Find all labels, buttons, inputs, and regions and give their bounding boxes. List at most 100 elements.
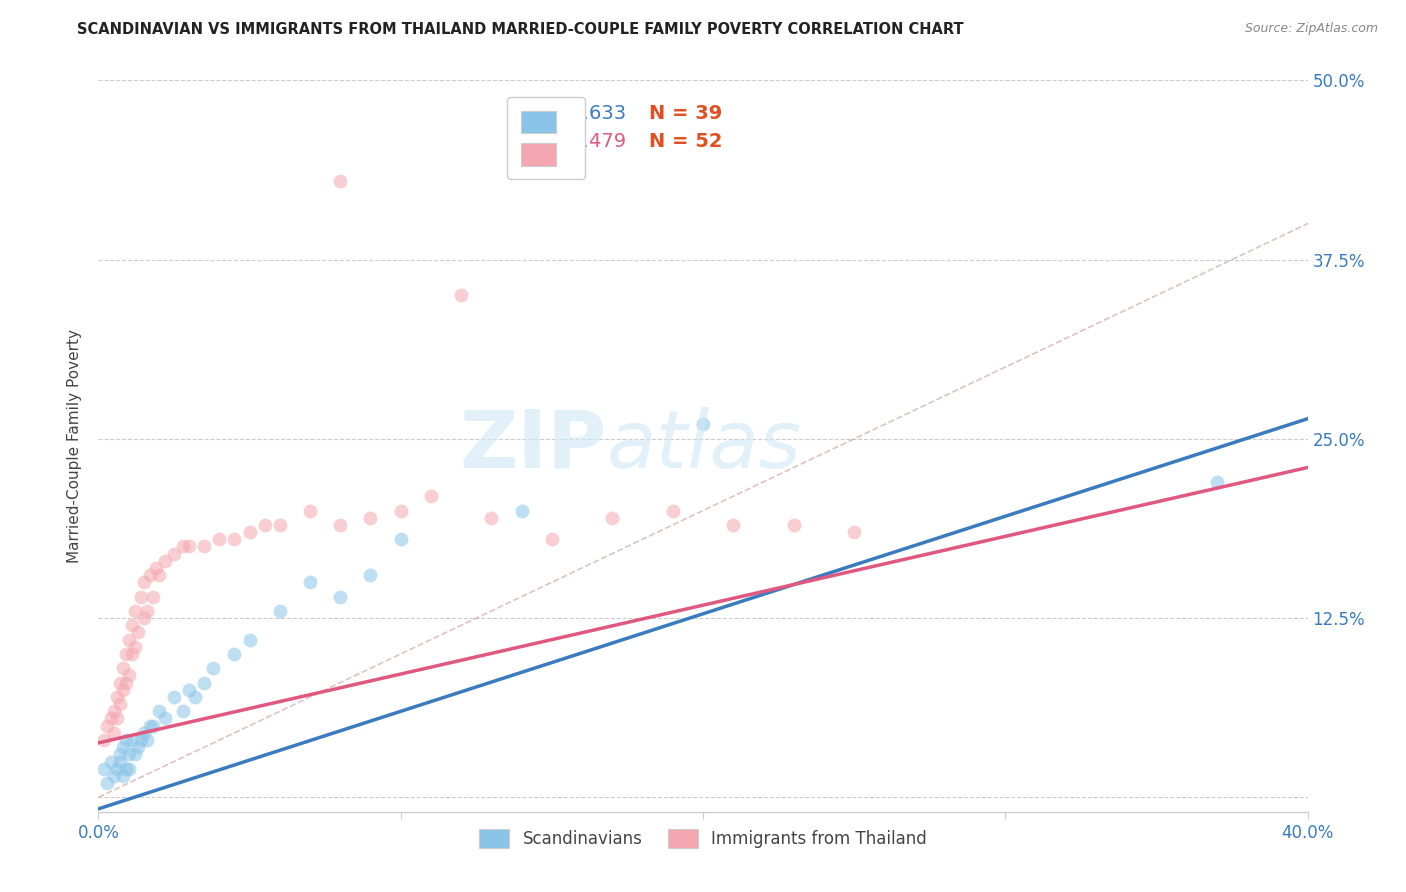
Point bbox=[100, 711, 122, 725]
Point bbox=[118, 747, 141, 762]
Point bbox=[163, 547, 186, 561]
Point bbox=[118, 668, 141, 682]
Point bbox=[96, 776, 118, 790]
Point bbox=[239, 632, 262, 647]
Point bbox=[111, 769, 134, 783]
Point bbox=[269, 517, 291, 532]
Point bbox=[329, 590, 352, 604]
Point bbox=[127, 740, 149, 755]
Point bbox=[450, 288, 472, 302]
Text: R = 0.633: R = 0.633 bbox=[527, 103, 626, 123]
Point bbox=[103, 769, 125, 783]
Point bbox=[121, 733, 143, 747]
Point bbox=[208, 533, 231, 547]
Point bbox=[100, 755, 122, 769]
Text: atlas: atlas bbox=[606, 407, 801, 485]
Text: N = 39: N = 39 bbox=[648, 103, 721, 123]
Point bbox=[124, 640, 146, 654]
Point bbox=[481, 510, 503, 524]
Point bbox=[111, 661, 134, 675]
Point bbox=[135, 733, 157, 747]
Point bbox=[105, 762, 128, 776]
Point bbox=[135, 604, 157, 618]
Point bbox=[93, 733, 115, 747]
Point bbox=[121, 618, 143, 632]
Point bbox=[723, 517, 745, 532]
Point bbox=[114, 675, 136, 690]
Point bbox=[299, 575, 322, 590]
Point bbox=[420, 489, 443, 503]
Point bbox=[193, 675, 215, 690]
Point bbox=[253, 517, 276, 532]
Point bbox=[172, 540, 194, 554]
Point bbox=[661, 503, 683, 517]
Point bbox=[108, 697, 131, 711]
Point bbox=[145, 561, 167, 575]
Point bbox=[389, 533, 412, 547]
Text: SCANDINAVIAN VS IMMIGRANTS FROM THAILAND MARRIED-COUPLE FAMILY POVERTY CORRELATI: SCANDINAVIAN VS IMMIGRANTS FROM THAILAND… bbox=[77, 22, 965, 37]
Point bbox=[269, 604, 291, 618]
Text: N = 52: N = 52 bbox=[648, 132, 723, 152]
Point bbox=[329, 517, 352, 532]
Point bbox=[224, 647, 246, 661]
Point bbox=[124, 604, 146, 618]
Point bbox=[108, 755, 131, 769]
Point bbox=[844, 524, 866, 539]
Text: ZIP: ZIP bbox=[458, 407, 606, 485]
Point bbox=[105, 690, 128, 704]
Point bbox=[299, 503, 322, 517]
Point bbox=[329, 174, 352, 188]
Legend: Scandinavians, Immigrants from Thailand: Scandinavians, Immigrants from Thailand bbox=[470, 819, 936, 858]
Point bbox=[179, 540, 201, 554]
Point bbox=[163, 690, 186, 704]
Point bbox=[783, 517, 806, 532]
Point bbox=[360, 568, 382, 582]
Text: R = 0.479: R = 0.479 bbox=[527, 132, 626, 152]
Point bbox=[142, 590, 165, 604]
Point bbox=[132, 575, 155, 590]
Point bbox=[114, 762, 136, 776]
Point bbox=[540, 533, 562, 547]
Point bbox=[114, 733, 136, 747]
Point bbox=[389, 503, 412, 517]
Point bbox=[111, 740, 134, 755]
Point bbox=[224, 533, 246, 547]
Point bbox=[118, 632, 141, 647]
Point bbox=[139, 719, 162, 733]
Point bbox=[103, 726, 125, 740]
Point bbox=[360, 510, 382, 524]
Point bbox=[118, 762, 141, 776]
Point bbox=[129, 733, 152, 747]
Point bbox=[103, 704, 125, 718]
Point bbox=[96, 719, 118, 733]
Point bbox=[105, 711, 128, 725]
Point bbox=[108, 675, 131, 690]
Point bbox=[239, 524, 262, 539]
Point bbox=[129, 590, 152, 604]
Point bbox=[153, 711, 176, 725]
Point bbox=[124, 747, 146, 762]
Point bbox=[132, 726, 155, 740]
Point bbox=[127, 625, 149, 640]
Point bbox=[193, 540, 215, 554]
Point bbox=[142, 719, 165, 733]
Point bbox=[172, 704, 194, 718]
Point bbox=[202, 661, 225, 675]
Point bbox=[179, 682, 201, 697]
Text: Source: ZipAtlas.com: Source: ZipAtlas.com bbox=[1244, 22, 1378, 36]
Point bbox=[121, 647, 143, 661]
Y-axis label: Married-Couple Family Poverty: Married-Couple Family Poverty bbox=[67, 329, 83, 563]
Point bbox=[148, 704, 170, 718]
Point bbox=[153, 554, 176, 568]
Point bbox=[148, 568, 170, 582]
Point bbox=[132, 611, 155, 625]
Point bbox=[184, 690, 207, 704]
Point bbox=[1206, 475, 1229, 489]
Point bbox=[111, 682, 134, 697]
Point bbox=[108, 747, 131, 762]
Point bbox=[602, 510, 624, 524]
Point bbox=[692, 417, 714, 432]
Point bbox=[139, 568, 162, 582]
Point bbox=[93, 762, 115, 776]
Point bbox=[114, 647, 136, 661]
